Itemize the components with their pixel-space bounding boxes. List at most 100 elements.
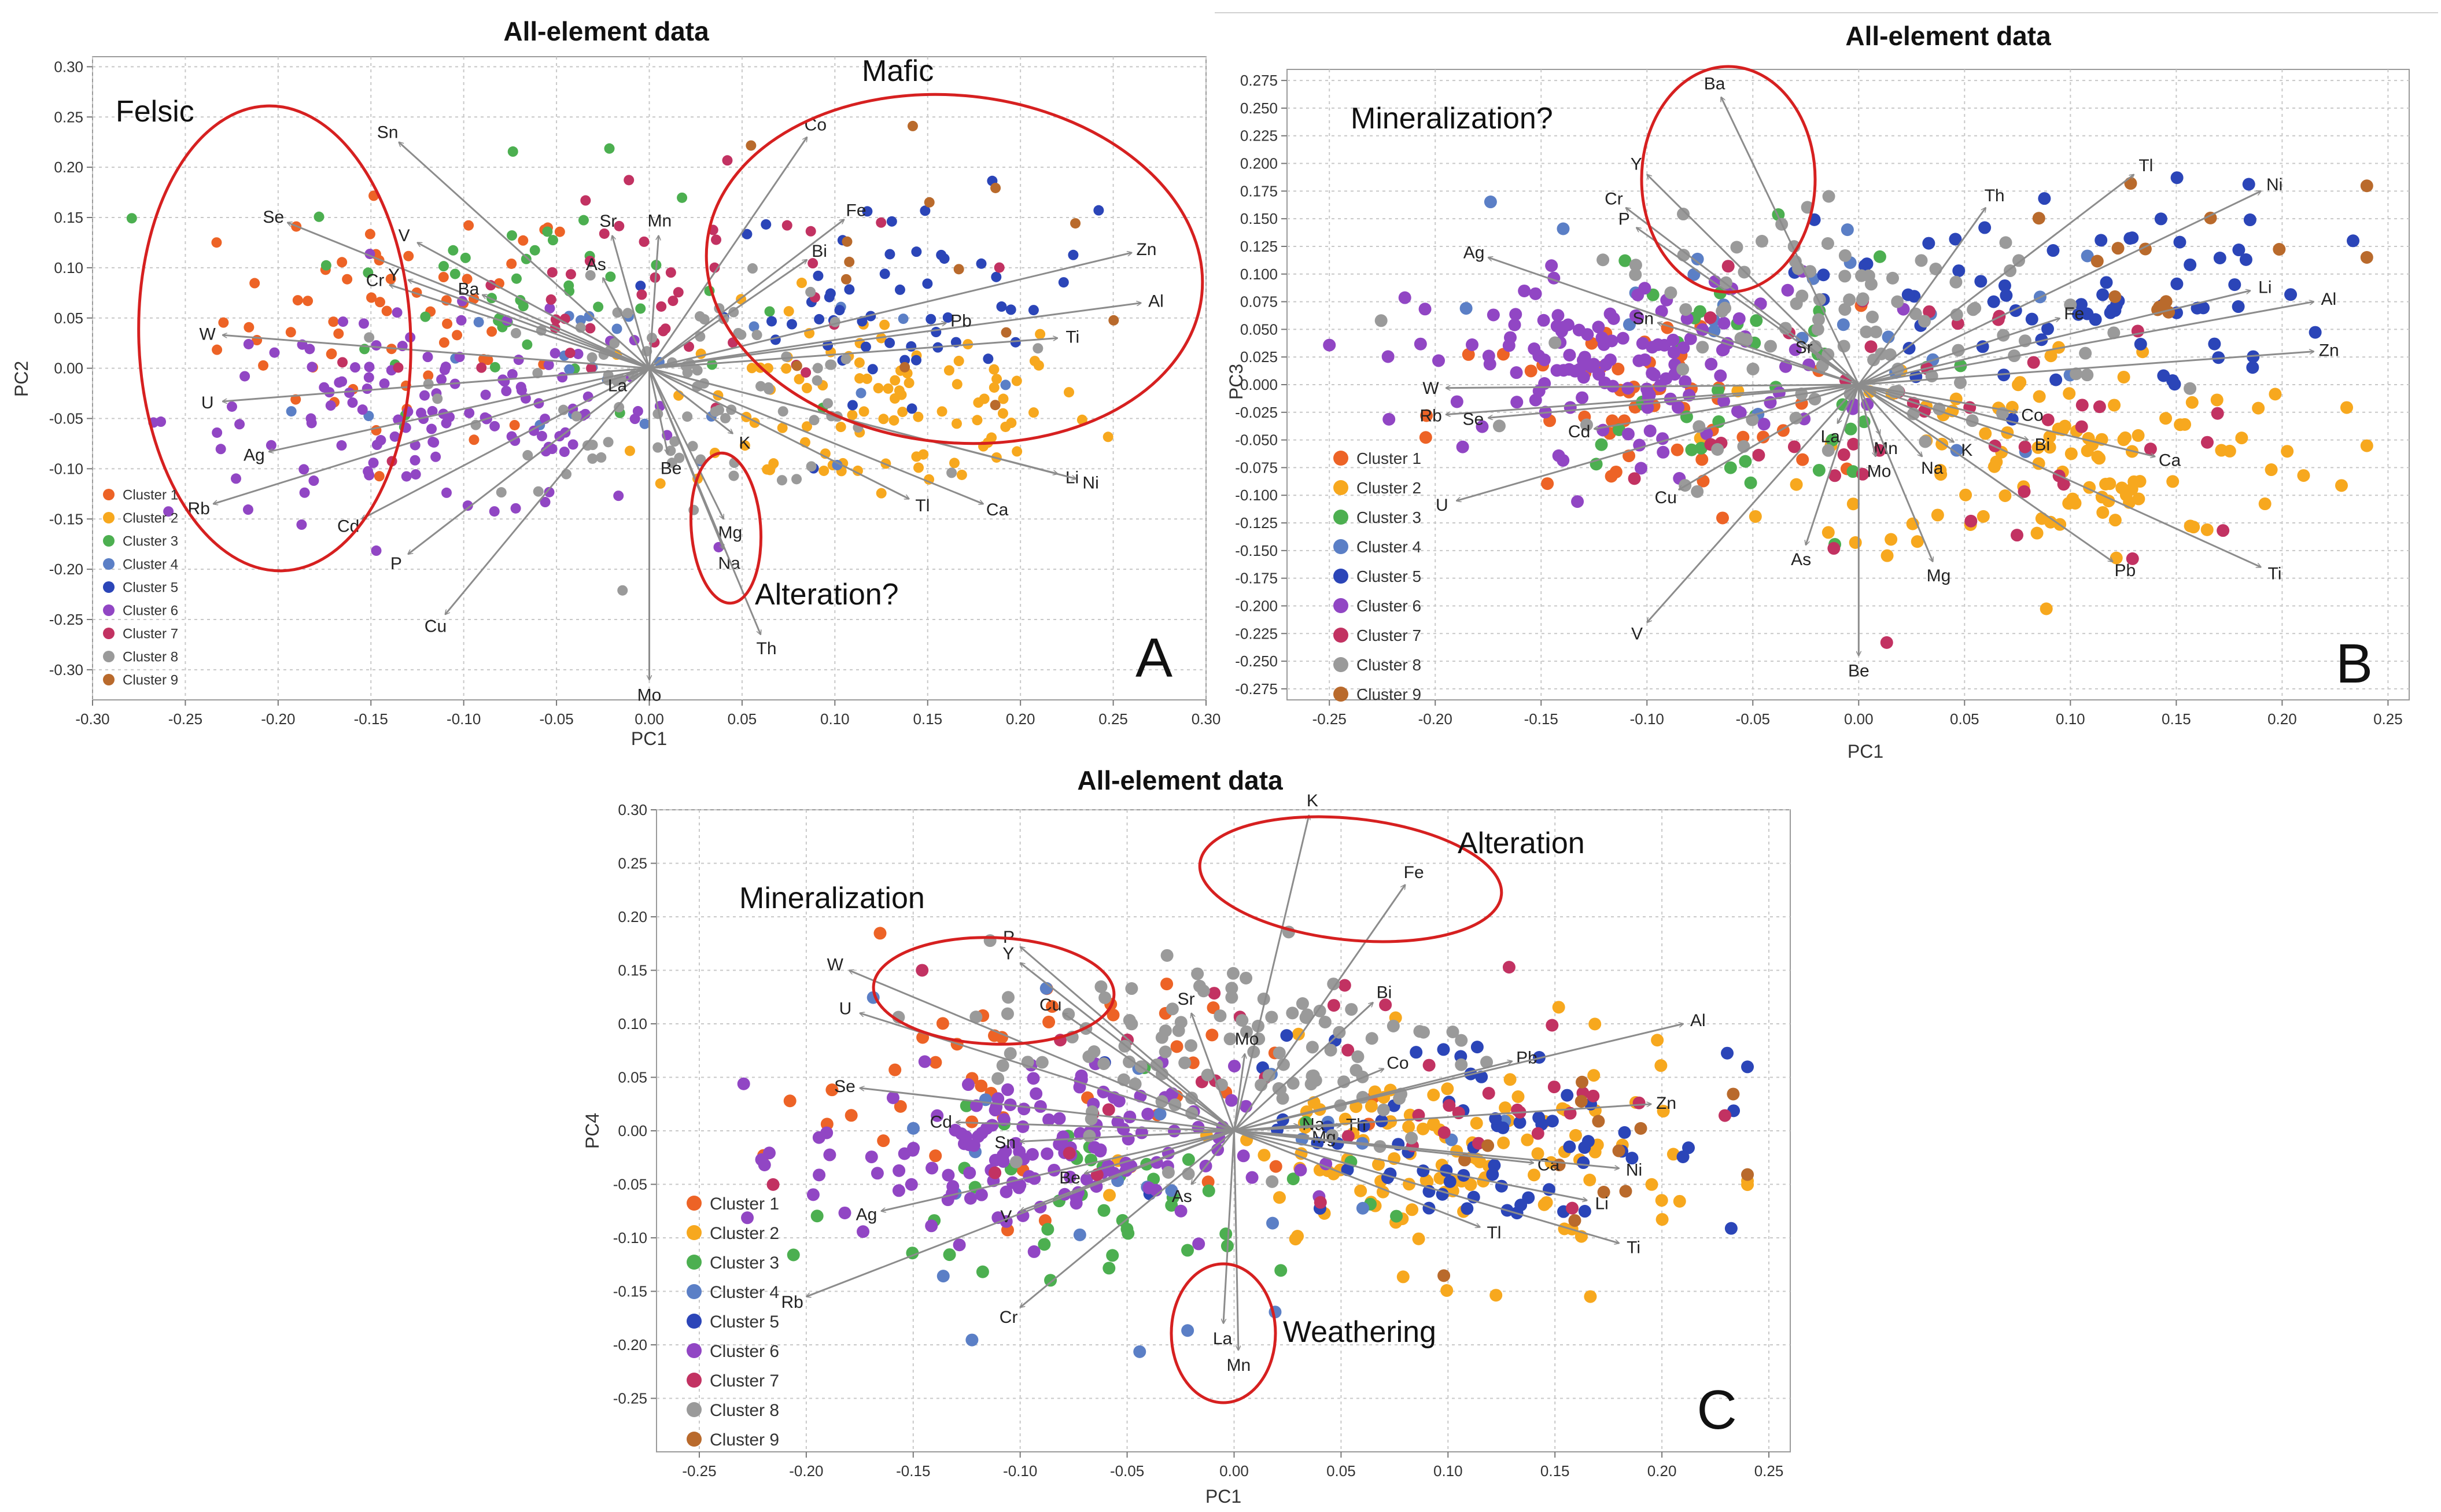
point-cluster-7	[1341, 1130, 1355, 1143]
y-tick-label: -0.30	[49, 661, 83, 678]
loading-arrow-u	[223, 367, 650, 401]
loading-label: Se	[263, 208, 284, 227]
point-cluster-2	[2335, 479, 2348, 492]
loading-label: V	[399, 226, 410, 245]
point-cluster-6	[426, 423, 437, 434]
point-cluster-6	[1398, 291, 1411, 304]
y-tick-label: 0.100	[1240, 265, 1278, 283]
point-cluster-6	[1381, 350, 1395, 363]
point-cluster-6	[1537, 314, 1550, 327]
point-cluster-8	[596, 452, 607, 463]
loading-arrow-tl	[648, 367, 909, 500]
point-cluster-2	[949, 458, 960, 469]
legend-marker-cluster-3	[103, 535, 115, 547]
point-cluster-5	[1005, 304, 1016, 315]
point-cluster-1	[1462, 348, 1475, 361]
point-cluster-6	[961, 1078, 975, 1091]
y-tick-label: -0.075	[1235, 459, 1278, 476]
loading-arrow-cd	[362, 367, 650, 520]
point-cluster-6	[419, 390, 430, 401]
point-cluster-2	[1412, 1232, 1425, 1245]
point-cluster-8	[1286, 1076, 1300, 1090]
point-cluster-2	[991, 374, 1002, 385]
point-cluster-2	[1396, 1270, 1410, 1284]
point-cluster-7	[805, 226, 816, 237]
point-cluster-6	[368, 458, 379, 469]
point-cluster-8	[1225, 991, 1238, 1004]
point-cluster-5	[1443, 1175, 1457, 1188]
legend-label: Cluster 8	[123, 650, 178, 665]
point-cluster-1	[1541, 477, 1554, 491]
point-cluster-9	[1592, 1115, 1605, 1128]
point-cluster-3	[1102, 1262, 1116, 1275]
point-cluster-7	[656, 301, 667, 312]
loading-arrow-p	[1020, 947, 1235, 1132]
y-tick-label: 0.05	[54, 309, 83, 327]
legend-marker-cluster-8	[103, 651, 115, 662]
point-cluster-8	[2012, 254, 2026, 267]
point-cluster-2	[1934, 468, 1948, 481]
point-cluster-8	[1838, 303, 1852, 316]
point-cluster-5	[1817, 268, 1830, 282]
point-cluster-9	[791, 360, 802, 371]
legend-label: Cluster 5	[123, 580, 178, 596]
point-cluster-5	[844, 284, 855, 295]
loading-label: Y	[1631, 154, 1642, 174]
legend-label: Cluster 4	[123, 557, 178, 573]
point-cluster-1	[1524, 364, 1537, 378]
point-cluster-6	[269, 347, 280, 358]
point-cluster-2	[2235, 432, 2248, 445]
point-cluster-3	[449, 268, 460, 279]
loading-label: Zn	[1656, 1094, 1676, 1113]
point-cluster-6	[540, 497, 551, 508]
point-cluster-8	[1087, 1045, 1101, 1059]
loading-arrow-se	[287, 223, 650, 370]
point-cluster-6	[510, 503, 521, 514]
y-tick-label: -0.225	[1235, 625, 1278, 642]
point-cluster-5	[1581, 1135, 1595, 1148]
point-cluster-5	[2041, 322, 2055, 335]
point-cluster-6	[1017, 1102, 1031, 1116]
legend-marker-cluster-7	[103, 628, 115, 639]
point-cluster-1	[873, 927, 887, 940]
point-cluster-5	[1577, 1156, 1590, 1170]
point-cluster-8	[699, 314, 710, 325]
point-cluster-3	[1750, 314, 1763, 327]
point-cluster-6	[1034, 1100, 1047, 1113]
x-tick-label: 0.00	[1844, 710, 1874, 728]
point-cluster-6	[480, 389, 491, 400]
point-cluster-3	[1846, 465, 1860, 478]
point-cluster-6	[362, 383, 373, 394]
point-cluster-6	[1581, 328, 1594, 341]
point-cluster-1	[211, 237, 222, 248]
point-cluster-6	[1621, 382, 1635, 395]
point-cluster-6	[580, 408, 591, 419]
y-tick-label: 0.225	[1240, 127, 1278, 145]
loading-label: As	[1791, 550, 1811, 569]
point-cluster-8	[1324, 1043, 1337, 1057]
point-cluster-8	[720, 412, 731, 423]
point-cluster-6	[550, 348, 561, 359]
point-cluster-3	[542, 226, 553, 237]
loading-arrow-sr	[1192, 1013, 1235, 1131]
point-cluster-8	[1178, 1056, 1192, 1070]
point-cluster-4	[1133, 1345, 1146, 1358]
point-cluster-7	[2144, 442, 2157, 456]
point-cluster-6	[838, 1206, 851, 1219]
point-cluster-6	[1635, 462, 1648, 475]
point-cluster-5	[742, 228, 753, 239]
point-cluster-6	[1631, 288, 1644, 301]
y-tick-label: -0.15	[613, 1283, 647, 1300]
point-cluster-5	[1440, 1164, 1453, 1177]
point-cluster-7	[1703, 311, 1717, 324]
point-cluster-8	[1691, 485, 1704, 498]
legend-marker-cluster-2	[1333, 480, 1348, 495]
point-cluster-8	[1405, 1131, 1418, 1145]
point-cluster-2	[1511, 1090, 1525, 1103]
point-cluster-2	[1497, 1136, 1510, 1149]
point-cluster-2	[796, 278, 807, 289]
point-cluster-6	[515, 382, 526, 393]
point-cluster-6	[1510, 366, 1523, 379]
point-cluster-8	[825, 359, 836, 370]
x-tick-label: -0.20	[789, 1462, 823, 1480]
